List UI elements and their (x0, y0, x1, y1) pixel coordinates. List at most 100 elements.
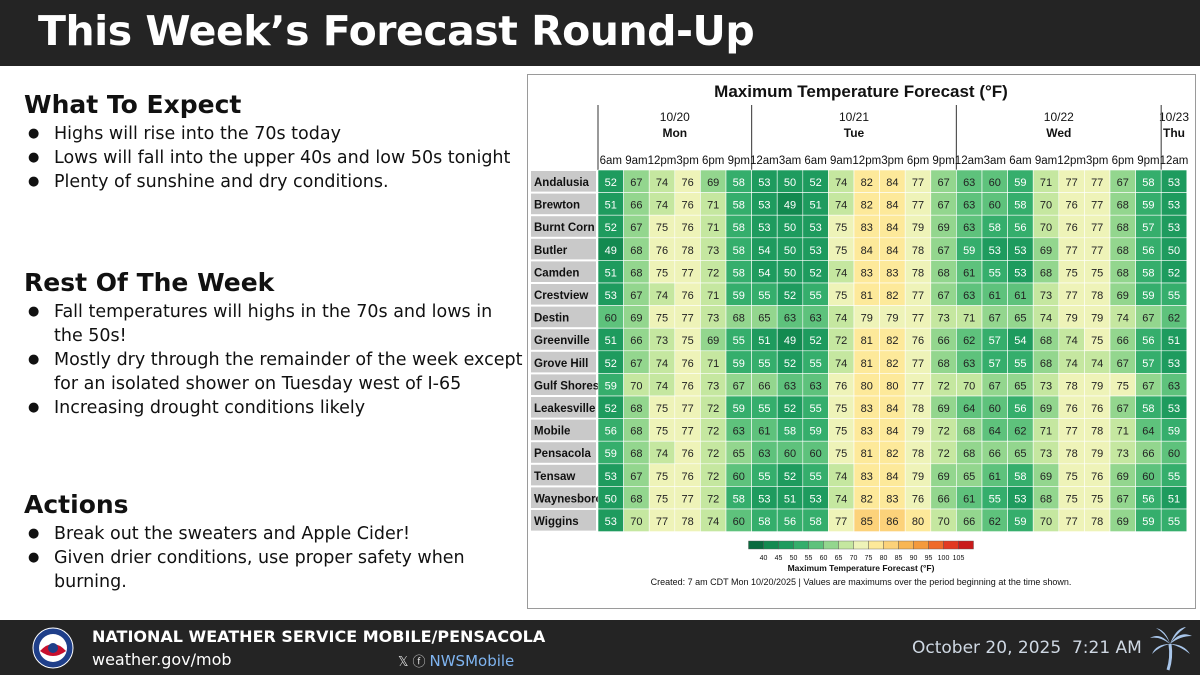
facebook-icon[interactable]: ⓕ (412, 655, 426, 670)
station-name-cell (531, 216, 596, 237)
temperature-value: 53 (1014, 267, 1026, 279)
temperature-value: 60 (605, 313, 617, 325)
temperature-value: 59 (1142, 200, 1154, 212)
temperature-value: 75 (835, 290, 847, 302)
station-name-cell (531, 193, 596, 215)
temperature-value: 74 (656, 380, 668, 392)
temperature-value: 75 (835, 403, 847, 415)
temperature-value: 80 (861, 380, 873, 392)
temperature-value: 74 (1117, 313, 1129, 325)
temperature-value: 74 (835, 471, 847, 483)
temperature-value: 74 (835, 267, 847, 279)
hour-label: 3am (779, 155, 801, 167)
temperature-value: 53 (989, 245, 1001, 257)
temperature-value: 77 (912, 290, 924, 302)
temperature-value: 58 (1142, 177, 1154, 189)
temperature-value: 74 (835, 358, 847, 370)
temperature-value: 59 (605, 380, 617, 392)
temperature-value: 63 (809, 313, 821, 325)
temperature-value: 74 (656, 358, 668, 370)
temperature-value: 63 (963, 200, 975, 212)
station-name: Waynesboro (534, 493, 603, 505)
day-name-label: Tue (844, 126, 865, 140)
temperature-value: 72 (707, 403, 719, 415)
temperature-value: 68 (630, 245, 642, 257)
temperature-value: 63 (963, 222, 975, 234)
temperature-value: 73 (1040, 380, 1052, 392)
temperature-value: 50 (784, 267, 796, 279)
station-name: Burnt Corn (534, 222, 595, 234)
temperature-value: 79 (1065, 313, 1077, 325)
scale-swatch (943, 540, 959, 550)
temperature-value: 53 (1168, 222, 1180, 234)
temperature-value: 75 (656, 267, 668, 279)
temperature-value: 56 (1142, 493, 1154, 505)
footer-date: October 20, 2025 (912, 638, 1062, 658)
temperature-value: 61 (758, 426, 770, 438)
temperature-value: 82 (861, 493, 873, 505)
day-date-label: 10/23 (1159, 110, 1189, 124)
hour-label: 12pm (1057, 155, 1086, 167)
temperature-value: 81 (861, 448, 873, 460)
station-name-cell (531, 464, 596, 486)
bullet-item: Mostly dry through the remainder of the … (24, 348, 524, 396)
temperature-value: 74 (1040, 313, 1052, 325)
temperature-value: 58 (733, 493, 745, 505)
temperature-value: 54 (758, 245, 770, 257)
station-name: Greenville (534, 335, 590, 347)
temperature-value: 77 (681, 426, 693, 438)
temperature-value: 66 (1142, 448, 1154, 460)
temperature-value: 84 (886, 177, 898, 189)
temperature-value: 82 (886, 448, 898, 460)
temperature-value: 60 (809, 448, 821, 460)
station-name: Grove Hill (534, 358, 588, 370)
temperature-value: 55 (1168, 516, 1180, 528)
temperature-value: 70 (937, 516, 949, 528)
temperature-value: 60 (733, 516, 745, 528)
x-icon[interactable]: 𝕏 (398, 655, 409, 670)
temperature-value: 78 (912, 267, 924, 279)
temperature-value: 68 (1040, 493, 1052, 505)
hour-label: 12pm (852, 155, 881, 167)
temperature-value: 75 (1091, 267, 1103, 279)
temperature-value: 75 (835, 245, 847, 257)
temperature-value: 58 (1014, 200, 1026, 212)
temperature-value: 70 (630, 380, 642, 392)
temperature-value: 72 (937, 448, 949, 460)
day-date-label: 10/21 (839, 110, 869, 124)
temperature-value: 59 (1142, 290, 1154, 302)
temperature-value: 79 (912, 426, 924, 438)
temperature-value: 53 (1168, 200, 1180, 212)
temperature-value: 53 (1168, 403, 1180, 415)
temperature-value: 58 (733, 222, 745, 234)
temperature-value: 75 (656, 313, 668, 325)
scale-tick-label: 40 (760, 555, 768, 562)
temperature-value: 58 (1142, 267, 1154, 279)
forecast-chart-panel: Maximum Temperature Forecast (°F) 10/20 Mo… (527, 74, 1196, 609)
temperature-value: 68 (1040, 358, 1052, 370)
temperature-value: 50 (784, 177, 796, 189)
temperature-value: 51 (605, 267, 617, 279)
footer-url[interactable]: weather.gov/mob (92, 650, 232, 669)
temperature-value: 53 (1014, 493, 1026, 505)
temperature-value: 76 (681, 358, 693, 370)
hour-label: 6pm (907, 155, 929, 167)
temperature-value: 68 (937, 267, 949, 279)
temperature-value: 53 (809, 493, 821, 505)
temperature-value: 67 (1117, 493, 1129, 505)
temperature-value: 68 (1040, 267, 1052, 279)
station-name-cell (531, 487, 596, 508)
hour-label: 9am (1035, 155, 1057, 167)
temperature-value: 56 (784, 516, 796, 528)
temperature-value: 67 (630, 471, 642, 483)
bullet-list: Break out the sweaters and Apple Cider! … (24, 522, 524, 594)
temperature-value: 72 (707, 267, 719, 279)
temperature-value: 74 (707, 516, 719, 528)
temperature-value: 86 (886, 516, 898, 528)
temperature-value: 59 (1014, 177, 1026, 189)
temperature-value: 85 (861, 516, 873, 528)
temperature-value: 72 (835, 335, 847, 347)
temperature-value: 72 (707, 426, 719, 438)
temperature-value: 71 (707, 200, 719, 212)
